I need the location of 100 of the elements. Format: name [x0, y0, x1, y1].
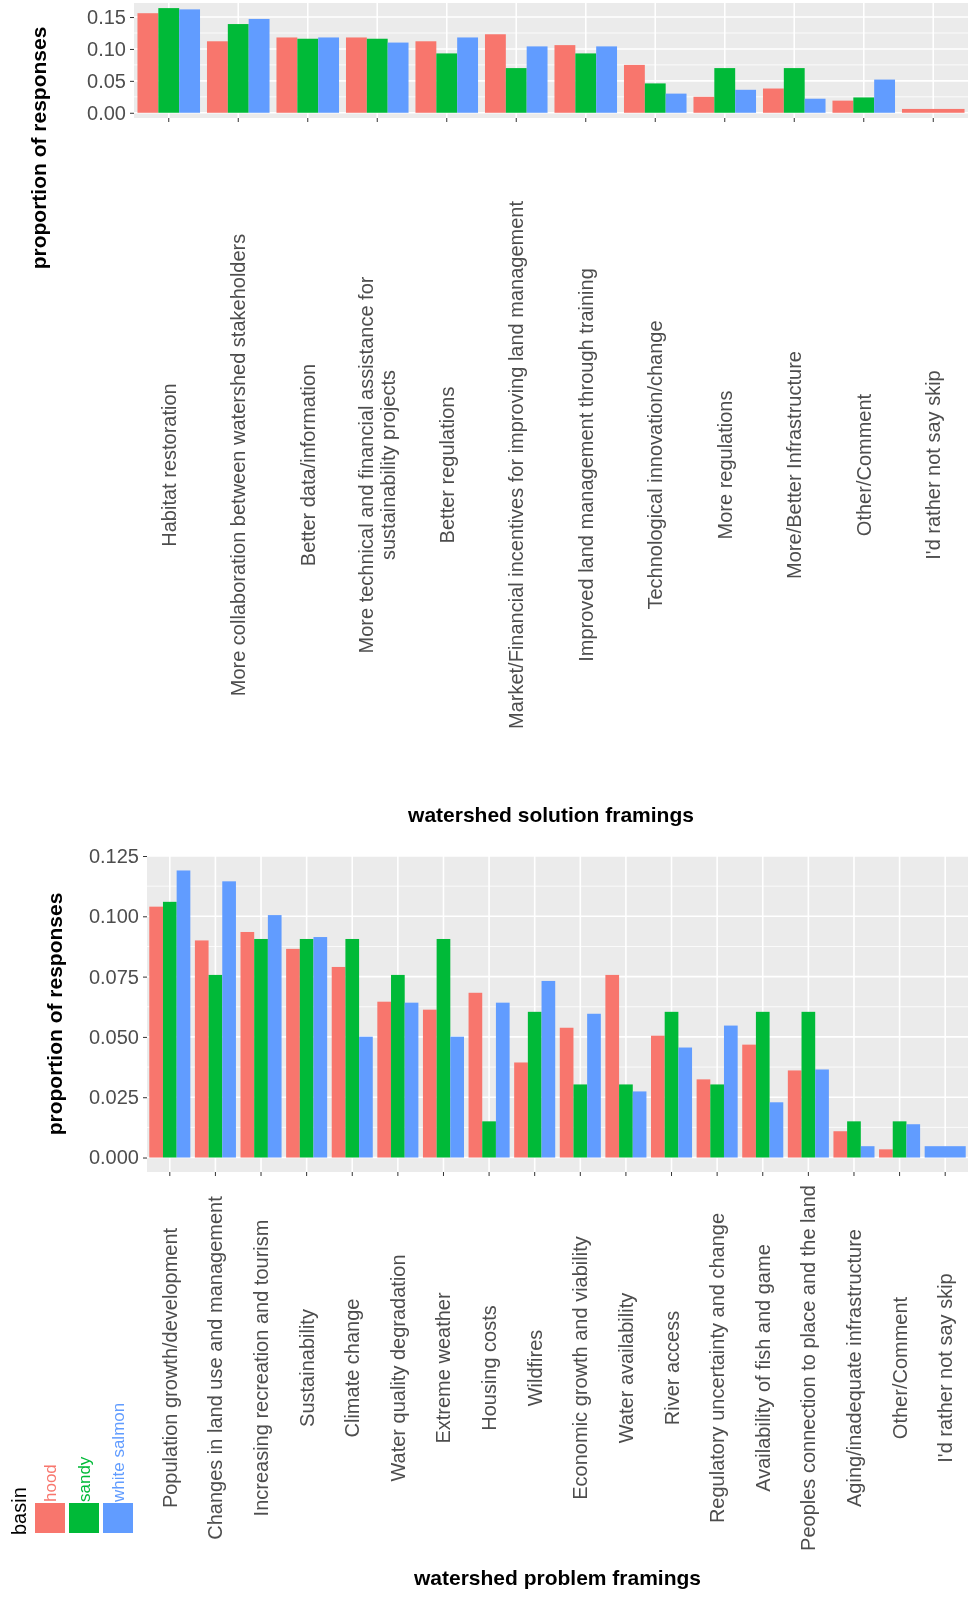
bar — [240, 931, 255, 1158]
bar — [276, 37, 298, 113]
x-tick-label: More regulations — [713, 390, 736, 540]
bar — [149, 906, 163, 1158]
bar — [391, 974, 405, 1158]
bar — [804, 98, 826, 113]
x-tick-label: Wildfires — [523, 1329, 546, 1407]
bar — [206, 41, 228, 113]
x-tick-label: Aging/inadequate infrastructure — [842, 1229, 865, 1507]
y-tick-label: 0.050 — [88, 1025, 139, 1048]
bar — [222, 881, 236, 1158]
bar — [366, 38, 388, 113]
x-tick-label: I'd rather not say skip — [922, 370, 945, 560]
x-tick-label: River access — [660, 1310, 683, 1426]
bar — [422, 1009, 437, 1158]
bar — [468, 992, 483, 1158]
bar — [644, 83, 666, 113]
x-tick-label: Population growth/development — [158, 1227, 181, 1509]
bar — [227, 24, 249, 113]
y-tick-label: 0.05 — [87, 69, 126, 92]
y-tick-label: 0.000 — [88, 1146, 139, 1169]
bar — [286, 948, 300, 1158]
x-tick-label: Increasing recreation and tourism — [250, 1219, 273, 1517]
bar — [833, 1131, 848, 1158]
bar — [457, 37, 479, 113]
x-tick-label: Other/Comment — [852, 393, 875, 537]
bar — [377, 1001, 392, 1158]
bar — [853, 97, 875, 113]
bar — [678, 1047, 693, 1158]
bar — [693, 96, 715, 113]
y-tick-label: 0.025 — [88, 1086, 139, 1109]
x-tick-label: Better regulations — [435, 386, 458, 544]
x-axis-title: watershed solution framings — [407, 803, 694, 826]
bar — [815, 1069, 829, 1158]
bar — [619, 1084, 633, 1158]
x-tick-label: Changes in land use and management — [204, 1195, 227, 1540]
y-tick-label: 0.00 — [87, 101, 126, 124]
bar — [387, 42, 409, 113]
y-tick-label: 0.10 — [87, 37, 126, 60]
bar — [345, 37, 367, 113]
y-tick-label: 0.125 — [88, 844, 139, 867]
bar — [176, 870, 191, 1158]
bar — [359, 1036, 373, 1158]
legend-entry: sandy — [69, 1456, 99, 1533]
bar — [879, 1149, 893, 1158]
bar — [651, 1035, 665, 1158]
x-tick-label: Technological innovation/change — [644, 320, 667, 610]
bar — [632, 1091, 647, 1158]
bar — [179, 9, 201, 113]
bar — [623, 64, 645, 113]
bar — [267, 915, 282, 1158]
bar — [254, 938, 268, 1158]
bar — [208, 974, 223, 1158]
bar — [299, 938, 314, 1158]
bar — [297, 38, 319, 113]
bar — [714, 68, 736, 113]
x-tick-label: Availability of fish and game — [751, 1244, 774, 1492]
bar — [605, 974, 620, 1158]
x-tick-label: More collaboration between watershed stakeholders — [227, 233, 250, 697]
bar — [194, 940, 209, 1158]
x-tick-label: Habitat restoration — [157, 383, 180, 547]
bar — [404, 1002, 419, 1158]
x-tick-label: More technical and financial assistance for sustainability projects — [355, 276, 400, 654]
bar — [415, 41, 437, 113]
bar — [495, 1002, 510, 1158]
bar — [482, 1121, 496, 1158]
bar — [735, 89, 757, 113]
bar — [710, 1084, 724, 1158]
bar — [318, 37, 340, 113]
x-tick-label: Other/Comment — [888, 1296, 911, 1440]
bar — [450, 1036, 464, 1158]
bar — [769, 1102, 784, 1158]
bar — [847, 1121, 861, 1158]
x-tick-label: Water availability — [614, 1292, 637, 1444]
x-axis-title: watershed problem framings — [412, 1566, 702, 1589]
bar — [906, 1124, 921, 1158]
y-axis-title: proportion of responses — [43, 892, 66, 1136]
bar — [248, 18, 270, 113]
x-tick-label: Market/Financial incentives for improving land management — [505, 200, 528, 730]
y-axis-title: proportion of responses — [27, 26, 50, 270]
bar — [559, 1027, 574, 1158]
bar — [755, 1011, 770, 1158]
bar — [514, 1062, 528, 1158]
legend-title: basin — [8, 1487, 30, 1535]
bar — [484, 34, 506, 113]
bar — [874, 79, 896, 113]
bar — [541, 980, 556, 1158]
bar — [345, 938, 360, 1158]
bar — [587, 1013, 601, 1158]
x-tick-label: Water quality degradation — [386, 1254, 409, 1482]
y-tick-label: 0.100 — [88, 905, 139, 928]
x-tick-label: More/Better Infrastructure — [783, 351, 806, 579]
bar — [801, 1011, 816, 1158]
bar — [742, 1044, 756, 1158]
bar — [158, 8, 180, 113]
bar — [505, 68, 527, 113]
bar — [436, 938, 451, 1158]
bar — [575, 53, 597, 113]
bar — [313, 937, 328, 1158]
bar — [137, 13, 159, 113]
